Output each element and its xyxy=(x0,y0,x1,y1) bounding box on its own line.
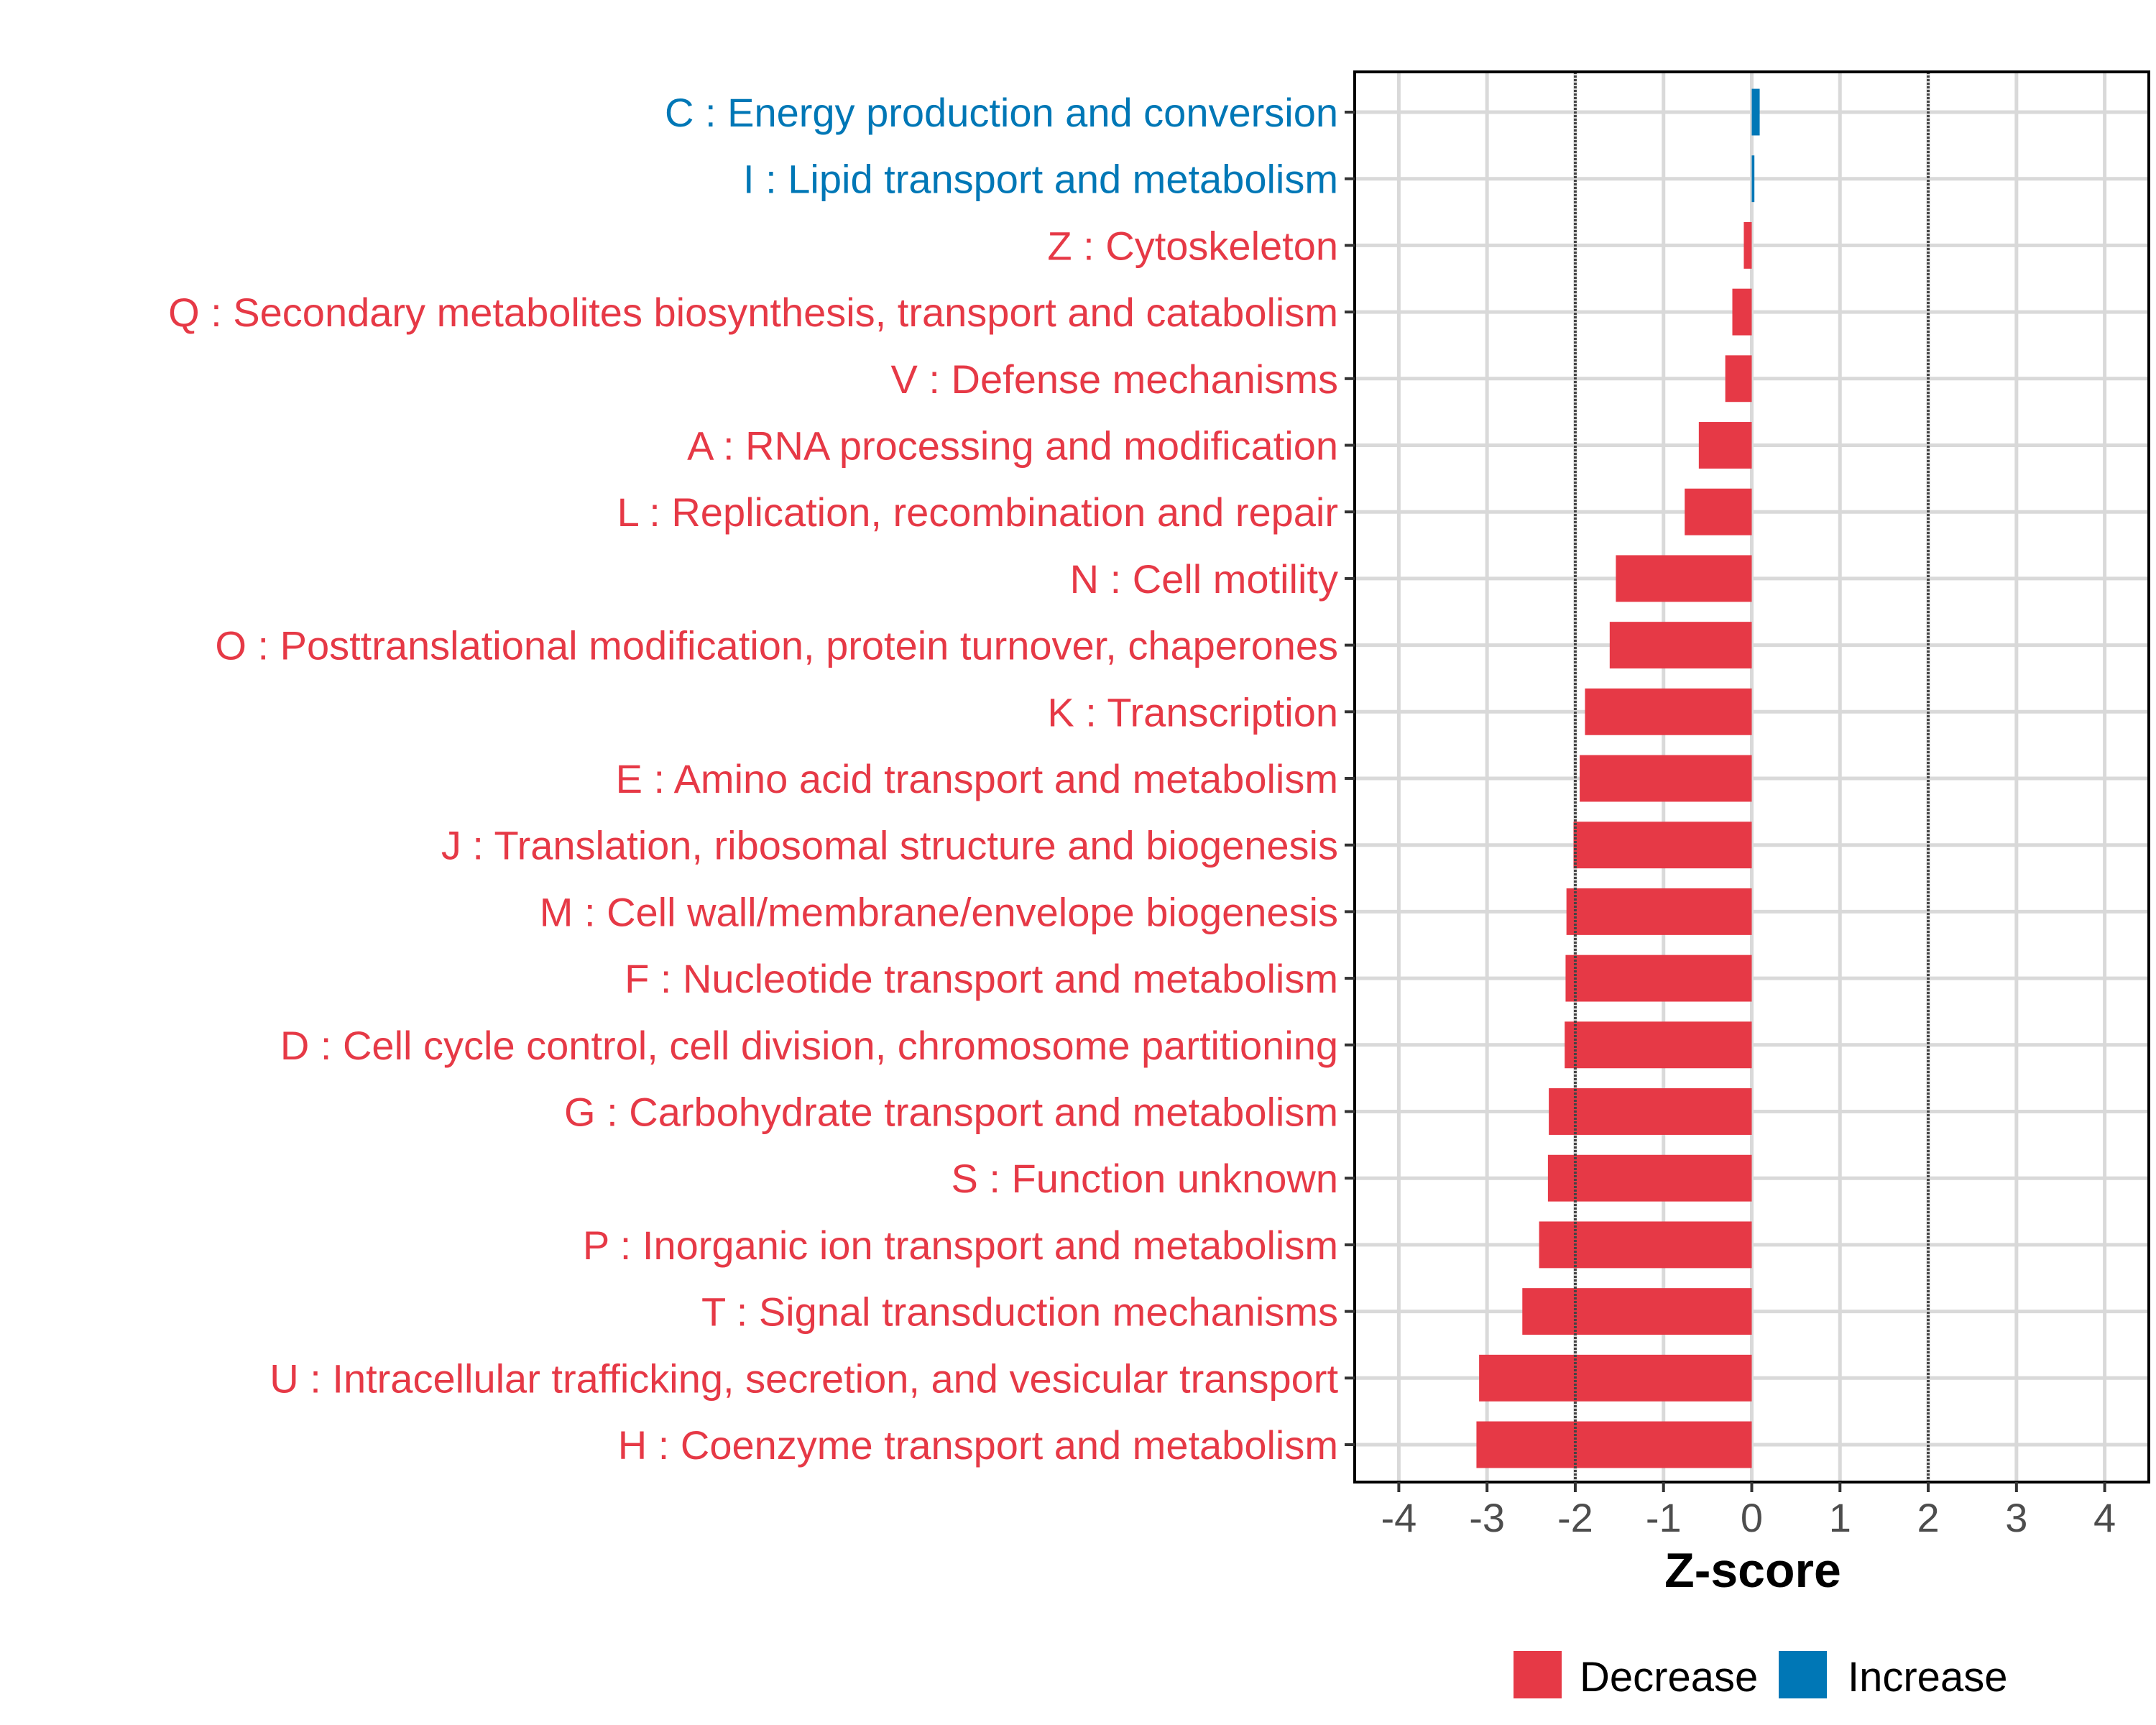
bar xyxy=(1751,155,1755,203)
category-labels: C : Energy production and conversion I : … xyxy=(168,90,1355,1468)
legend-swatch-decrease xyxy=(1514,1651,1562,1698)
bar xyxy=(1698,422,1752,469)
category-label: P : Inorganic ion transport and metaboli… xyxy=(583,1223,1338,1268)
bar xyxy=(1476,1421,1752,1468)
category-label: H : Coenzyme transport and metabolism xyxy=(618,1422,1338,1468)
category-label: K : Transcription xyxy=(1047,689,1338,735)
x-axis-ticks: -4 -3 -2 -1 0 1 2 3 4 xyxy=(1381,1482,2116,1540)
bar xyxy=(1479,1354,1752,1402)
bar xyxy=(1609,622,1752,669)
bars xyxy=(1476,88,1760,1468)
category-label: A : RNA processing and modification xyxy=(687,423,1338,469)
category-label: M : Cell wall/membrane/envelope biogenes… xyxy=(540,889,1338,934)
category-label: N : Cell motility xyxy=(1070,556,1338,602)
bar xyxy=(1725,355,1752,402)
bar xyxy=(1565,954,1752,1002)
bar xyxy=(1566,888,1752,935)
x-tick-label: 3 xyxy=(2005,1495,2027,1540)
bar xyxy=(1539,1221,1752,1269)
category-label: U : Intracellular trafficking, secretion… xyxy=(270,1356,1338,1401)
category-label: O : Posttranslational modification, prot… xyxy=(215,623,1338,668)
category-label: L : Replication, recombination and repai… xyxy=(617,489,1338,535)
legend-label-increase: Increase xyxy=(1848,1654,2007,1701)
category-label: F : Nucleotide transport and metabolism xyxy=(625,956,1338,1001)
x-tick-label: 0 xyxy=(1741,1495,1763,1540)
bar xyxy=(1685,488,1752,535)
x-tick-label: -4 xyxy=(1381,1495,1416,1540)
x-tick-label: -2 xyxy=(1557,1495,1593,1540)
legend-swatch-increase xyxy=(1779,1651,1827,1698)
category-label: T : Signal transduction mechanisms xyxy=(701,1289,1338,1335)
legend: Decrease Increase xyxy=(1514,1651,2007,1701)
category-label: J : Translation, ribosomal structure and… xyxy=(441,823,1338,868)
category-label: I : Lipid transport and metabolism xyxy=(743,157,1338,202)
reference-lines xyxy=(1573,72,1930,1482)
legend-label-decrease: Decrease xyxy=(1580,1654,1758,1701)
bar xyxy=(1547,1154,1752,1202)
x-tick-label: -3 xyxy=(1469,1495,1505,1540)
category-label: S : Function unknown xyxy=(951,1156,1338,1201)
x-tick-label: 4 xyxy=(2093,1495,2116,1540)
category-label: G : Carbohydrate transport and metabolis… xyxy=(564,1090,1338,1135)
bar xyxy=(1616,555,1752,602)
category-label: D : Cell cycle control, cell division, c… xyxy=(280,1023,1338,1068)
category-label: C : Energy production and conversion xyxy=(665,90,1338,135)
x-axis-title: Z-score xyxy=(1664,1543,1841,1598)
bar xyxy=(1751,88,1760,136)
bar xyxy=(1573,822,1752,869)
bar xyxy=(1565,1021,1752,1069)
bar xyxy=(1522,1288,1752,1335)
x-tick-label: 2 xyxy=(1917,1495,1939,1540)
category-label: E : Amino acid transport and metabolism xyxy=(616,756,1338,801)
x-tick-label: 1 xyxy=(1829,1495,1851,1540)
category-label: Z : Cytoskeleton xyxy=(1047,223,1338,268)
bar xyxy=(1743,221,1752,269)
category-label: V : Defense mechanisms xyxy=(891,356,1338,402)
x-tick-label: -1 xyxy=(1646,1495,1682,1540)
bar xyxy=(1585,688,1752,735)
bar xyxy=(1732,288,1752,336)
bar xyxy=(1580,755,1752,802)
bar xyxy=(1549,1088,1752,1135)
category-label: Q : Secondary metabolites biosynthesis, … xyxy=(168,290,1338,335)
